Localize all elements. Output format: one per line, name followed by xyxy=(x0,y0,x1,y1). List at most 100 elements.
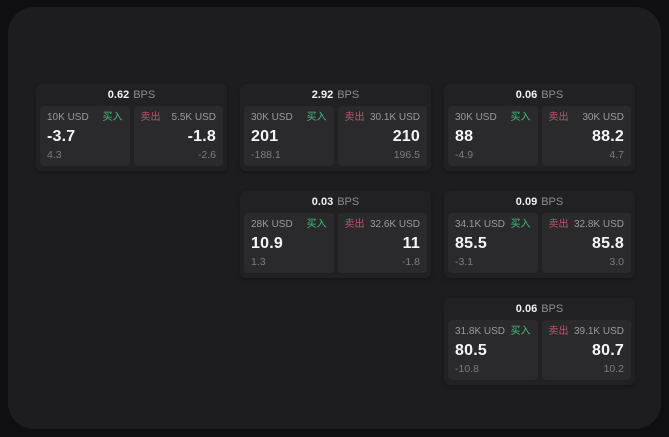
sell-amount: 30K USD xyxy=(582,112,624,123)
sell-side-label: 卖出 xyxy=(140,112,161,123)
buy-delta: 4.3 xyxy=(47,149,62,161)
buy-price: -3.7 xyxy=(47,127,76,145)
quote-card: 0.62 BPS 10K USD 买入 -3.7 4.3 卖出 xyxy=(36,84,227,171)
bps-unit-label: BPS xyxy=(133,89,156,101)
quote-card: 0.06 BPS 31.8K USD 买入 80.5 -10.8 卖 xyxy=(444,298,635,385)
buy-side-label: 买入 xyxy=(102,112,123,123)
card-header: 0.06 BPS xyxy=(448,84,631,106)
bps-unit-label: BPS xyxy=(541,196,564,208)
buy-delta: -188.1 xyxy=(251,149,281,161)
buy-pane-top: 34.1K USD 买入 xyxy=(455,219,531,231)
sell-pane-top: 卖出 30K USD xyxy=(549,112,625,124)
buy-amount: 10K USD xyxy=(47,112,89,123)
sell-pane-top: 卖出 32.8K USD xyxy=(549,219,625,231)
sell-price: 85.8 xyxy=(592,234,624,252)
card-header: 0.09 BPS xyxy=(448,191,631,213)
card-header: 0.62 BPS xyxy=(40,84,223,106)
card-header: 2.92 BPS xyxy=(244,84,427,106)
card-body: 28K USD 买入 10.9 1.3 卖出 32.6K USD 11 -1.8 xyxy=(244,213,427,273)
buy-price: 10.9 xyxy=(251,234,283,252)
sell-price: 11 xyxy=(402,234,420,252)
buy-amount: 31.8K USD xyxy=(455,326,506,337)
buy-delta: 1.3 xyxy=(251,256,266,268)
buy-delta: -4.9 xyxy=(455,149,474,161)
buy-delta: -10.8 xyxy=(455,363,479,375)
buy-price: 80.5 xyxy=(455,341,487,359)
quote-grid: 0.62 BPS 10K USD 买入 -3.7 4.3 卖出 xyxy=(36,84,635,385)
main-panel: 0.62 BPS 10K USD 买入 -3.7 4.3 卖出 xyxy=(8,7,661,429)
buy-quote-pane[interactable]: 34.1K USD 买入 85.5 -3.1 xyxy=(448,213,538,273)
sell-quote-pane[interactable]: 卖出 5.5K USD -1.8 -2.6 xyxy=(133,106,223,166)
quote-card: 0.09 BPS 34.1K USD 买入 85.5 -3.1 卖出 xyxy=(444,191,635,278)
sell-quote-pane[interactable]: 卖出 39.1K USD 80.7 10.2 xyxy=(541,320,631,380)
bps-value: 0.03 xyxy=(311,196,334,208)
buy-side-label: 买入 xyxy=(306,112,327,123)
sell-amount: 32.8K USD xyxy=(573,219,624,230)
buy-pane-top: 31.8K USD 买入 xyxy=(455,326,531,338)
sell-pane-top: 卖出 30.1K USD xyxy=(345,112,421,124)
sell-quote-pane[interactable]: 卖出 30.1K USD 210 196.5 xyxy=(337,106,427,166)
sell-side-label: 卖出 xyxy=(548,219,569,230)
buy-pane-top: 30K USD 买入 xyxy=(455,112,531,124)
bps-unit-label: BPS xyxy=(541,303,564,315)
sell-amount: 30.1K USD xyxy=(369,112,420,123)
sell-delta: 196.5 xyxy=(393,149,420,161)
sell-delta: -1.8 xyxy=(401,256,420,268)
sell-pane-top: 卖出 39.1K USD xyxy=(549,326,625,338)
sell-pane-top: 卖出 5.5K USD xyxy=(141,112,217,124)
sell-quote-pane[interactable]: 卖出 30K USD 88.2 4.7 xyxy=(541,106,631,166)
card-body: 31.8K USD 买入 80.5 -10.8 卖出 39.1K USD 80.… xyxy=(448,320,631,380)
sell-amount: 5.5K USD xyxy=(171,112,216,123)
buy-pane-top: 28K USD 买入 xyxy=(251,219,327,231)
sell-amount: 32.6K USD xyxy=(369,219,420,230)
sell-price: -1.8 xyxy=(187,127,216,145)
buy-side-label: 买入 xyxy=(306,219,327,230)
card-body: 34.1K USD 买入 85.5 -3.1 卖出 32.8K USD 85.8… xyxy=(448,213,631,273)
card-header: 0.06 BPS xyxy=(448,298,631,320)
buy-price: 88 xyxy=(455,127,474,145)
card-body: 10K USD 买入 -3.7 4.3 卖出 5.5K USD -1.8 -2.… xyxy=(40,106,223,166)
buy-delta: -3.1 xyxy=(455,256,474,268)
buy-pane-top: 30K USD 买入 xyxy=(251,112,327,124)
buy-quote-pane[interactable]: 28K USD 买入 10.9 1.3 xyxy=(244,213,334,273)
buy-amount: 30K USD xyxy=(251,112,293,123)
buy-quote-pane[interactable]: 31.8K USD 买入 80.5 -10.8 xyxy=(448,320,538,380)
buy-pane-top: 10K USD 买入 xyxy=(47,112,123,124)
bps-unit-label: BPS xyxy=(337,196,360,208)
sell-side-label: 卖出 xyxy=(548,326,569,337)
buy-quote-pane[interactable]: 30K USD 买入 88 -4.9 xyxy=(448,106,538,166)
sell-price: 80.7 xyxy=(592,341,624,359)
sell-delta: 10.2 xyxy=(603,363,624,375)
buy-quote-pane[interactable]: 10K USD 买入 -3.7 4.3 xyxy=(40,106,130,166)
sell-quote-pane[interactable]: 卖出 32.8K USD 85.8 3.0 xyxy=(541,213,631,273)
buy-amount: 30K USD xyxy=(455,112,497,123)
sell-side-label: 卖出 xyxy=(548,112,569,123)
buy-price: 85.5 xyxy=(455,234,487,252)
card-body: 30K USD 买入 201 -188.1 卖出 30.1K USD 210 1… xyxy=(244,106,427,166)
buy-quote-pane[interactable]: 30K USD 买入 201 -188.1 xyxy=(244,106,334,166)
buy-side-label: 买入 xyxy=(510,326,531,337)
quote-card: 2.92 BPS 30K USD 买入 201 -188.1 卖出 xyxy=(240,84,431,171)
sell-price: 210 xyxy=(392,127,420,145)
sell-amount: 39.1K USD xyxy=(573,326,624,337)
sell-side-label: 卖出 xyxy=(344,219,365,230)
sell-quote-pane[interactable]: 卖出 32.6K USD 11 -1.8 xyxy=(337,213,427,273)
bps-value: 2.92 xyxy=(311,89,334,101)
sell-side-label: 卖出 xyxy=(344,112,365,123)
buy-price: 201 xyxy=(251,127,279,145)
quote-card: 0.06 BPS 30K USD 买入 88 -4.9 卖出 xyxy=(444,84,635,171)
sell-price: 88.2 xyxy=(592,127,624,145)
bps-value: 0.62 xyxy=(107,89,130,101)
card-header: 0.03 BPS xyxy=(244,191,427,213)
bps-value: 0.09 xyxy=(515,196,538,208)
sell-delta: 3.0 xyxy=(609,256,624,268)
sell-pane-top: 卖出 32.6K USD xyxy=(345,219,421,231)
buy-amount: 34.1K USD xyxy=(455,219,506,230)
sell-delta: -2.6 xyxy=(197,149,216,161)
buy-amount: 28K USD xyxy=(251,219,293,230)
buy-side-label: 买入 xyxy=(510,219,531,230)
bps-unit-label: BPS xyxy=(541,89,564,101)
sell-delta: 4.7 xyxy=(609,149,624,161)
buy-side-label: 买入 xyxy=(510,112,531,123)
